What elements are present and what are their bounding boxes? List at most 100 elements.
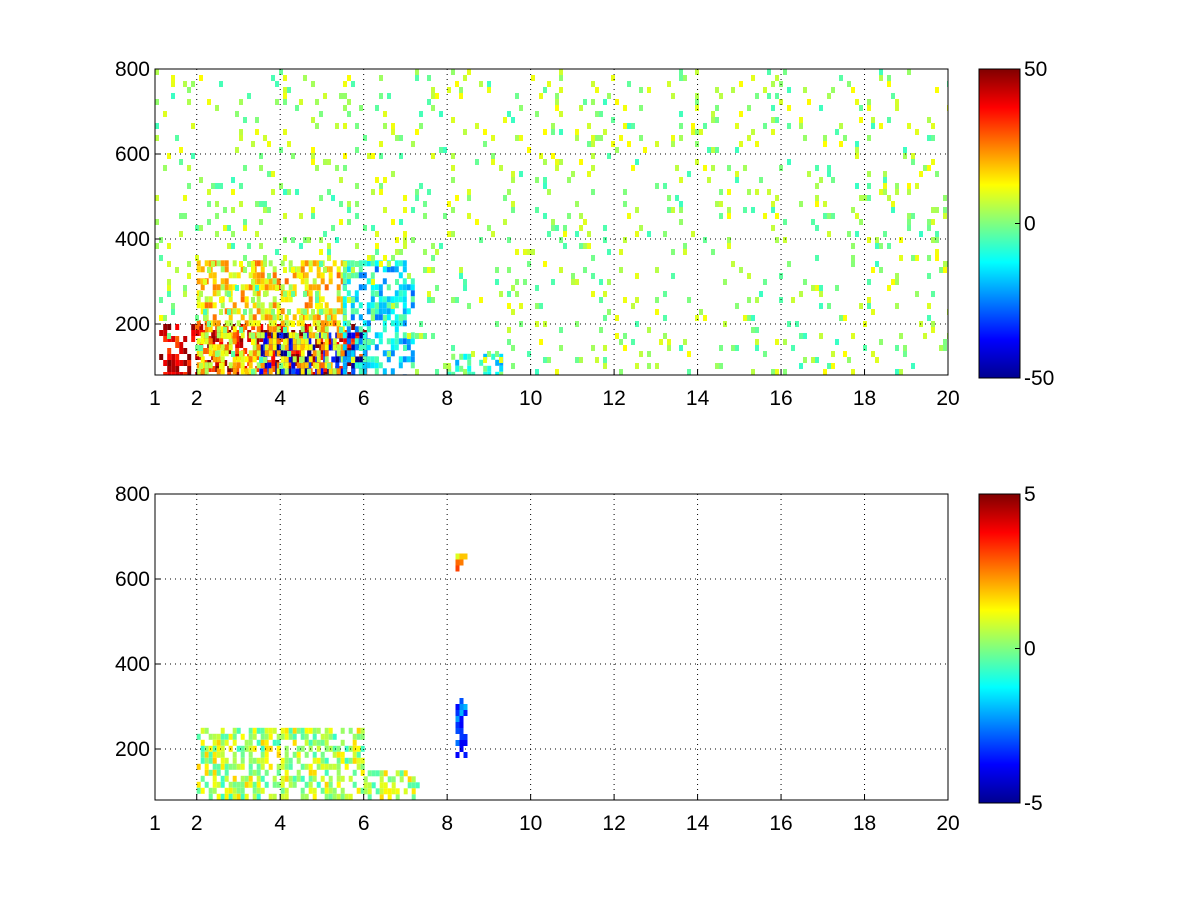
heatmap-cell <box>272 296 277 303</box>
heatmap-cell <box>171 93 175 99</box>
heatmap-cell <box>555 369 559 375</box>
heatmap-cell <box>292 284 297 291</box>
heatmap-cell <box>260 260 265 267</box>
heatmap-cell <box>240 745 245 752</box>
heatmap-cell <box>200 356 205 363</box>
heatmap-cell <box>351 344 356 351</box>
heatmap-cell <box>423 333 427 339</box>
heatmap-cell <box>320 332 325 339</box>
heatmap-cell <box>248 272 253 279</box>
heatmap-cell <box>208 787 213 794</box>
heatmap-cell <box>324 757 329 764</box>
heatmap-cell <box>487 87 491 93</box>
heatmap-cell <box>551 153 555 159</box>
heatmap-cell <box>328 763 333 770</box>
heatmap-cell <box>280 757 285 764</box>
heatmap-cell <box>935 87 939 93</box>
heatmap-cell <box>867 183 871 189</box>
heatmap-cell <box>227 372 232 375</box>
heatmap-cell <box>451 297 455 303</box>
heatmap-cell <box>196 338 201 345</box>
heatmap-cell <box>795 321 799 327</box>
heatmap-cell <box>219 297 223 303</box>
heatmap-cell <box>635 207 639 213</box>
heatmap-cell <box>323 267 327 273</box>
heatmap-cell <box>374 308 379 315</box>
heatmap-cell <box>159 315 163 321</box>
heatmap-cell <box>340 332 345 339</box>
heatmap-cell <box>196 266 201 273</box>
heatmap-cell <box>455 728 460 734</box>
heatmap-cell <box>479 359 484 366</box>
heatmap-cell <box>203 348 208 354</box>
heatmap-cell <box>311 344 316 351</box>
heatmap-cell <box>911 363 915 369</box>
heatmap-cell <box>239 135 243 141</box>
heatmap-cell <box>447 231 451 237</box>
heatmap-cell <box>247 261 251 267</box>
heatmap-cell <box>811 357 815 363</box>
heatmap-cell <box>284 362 289 369</box>
heatmap-cell <box>371 782 376 789</box>
heatmap-cell <box>503 117 507 123</box>
heatmap-cell <box>283 332 288 339</box>
heatmap-cell <box>362 356 367 363</box>
heatmap-cell <box>339 219 343 225</box>
heatmap-cell <box>839 123 843 129</box>
heatmap-cell <box>755 93 759 99</box>
heatmap-cell <box>223 360 228 366</box>
heatmap-cell <box>276 733 281 740</box>
heatmap-cell <box>208 362 213 369</box>
heatmap-cell <box>308 290 313 297</box>
heatmap-cell <box>236 362 241 369</box>
heatmap-cell <box>667 207 671 213</box>
heatmap-cell <box>332 787 337 794</box>
heatmap-cell <box>268 260 273 267</box>
heatmap-cell <box>287 368 292 375</box>
heatmap-cell <box>591 255 595 261</box>
heatmap-cell <box>267 362 272 369</box>
heatmap-cell <box>248 368 253 375</box>
heatmap-cell <box>535 177 539 183</box>
heatmap-cell <box>563 231 567 237</box>
heatmap-cell <box>300 278 305 285</box>
heatmap-cell <box>343 350 348 357</box>
heatmap-cell <box>315 123 319 129</box>
heatmap-cell <box>296 362 301 369</box>
heatmap-cell <box>248 356 253 363</box>
heatmap-cell <box>196 781 201 788</box>
heatmap-cell <box>358 362 363 369</box>
heatmap-cell <box>268 733 273 740</box>
heatmap-cell <box>543 129 547 135</box>
heatmap-cell <box>340 296 345 303</box>
heatmap-cell <box>251 267 255 273</box>
heatmap-cell <box>883 183 887 189</box>
heatmap-cell <box>267 171 271 177</box>
heatmap-cell <box>228 284 233 291</box>
heatmap-cell <box>291 291 295 297</box>
heatmap-cell <box>191 330 196 336</box>
heatmap-cell <box>375 231 379 237</box>
heatmap-cell <box>240 781 245 788</box>
heatmap-cell <box>264 781 269 788</box>
heatmap-cell <box>276 751 281 758</box>
heatmap-cell <box>287 338 292 345</box>
heatmap-cell <box>342 272 347 279</box>
heatmap-cell <box>304 338 309 345</box>
heatmap-cell <box>183 195 187 201</box>
heatmap-cell <box>324 793 329 800</box>
heatmap-cell <box>283 350 288 357</box>
heatmap-cell <box>284 745 289 752</box>
heatmap-cell <box>827 93 831 99</box>
heatmap-cell <box>240 284 245 291</box>
heatmap-cell <box>775 93 779 99</box>
heatmap-cell <box>463 75 467 81</box>
heatmap-cell <box>232 787 237 794</box>
heatmap-cell <box>356 745 361 752</box>
heatmap-cell <box>355 243 359 249</box>
heatmap-cell <box>859 219 863 225</box>
heatmap-cell <box>379 183 383 189</box>
top-colorbar: 500-50 <box>978 58 1054 390</box>
heatmap-cell <box>256 781 261 788</box>
heatmap-cell <box>272 332 277 339</box>
